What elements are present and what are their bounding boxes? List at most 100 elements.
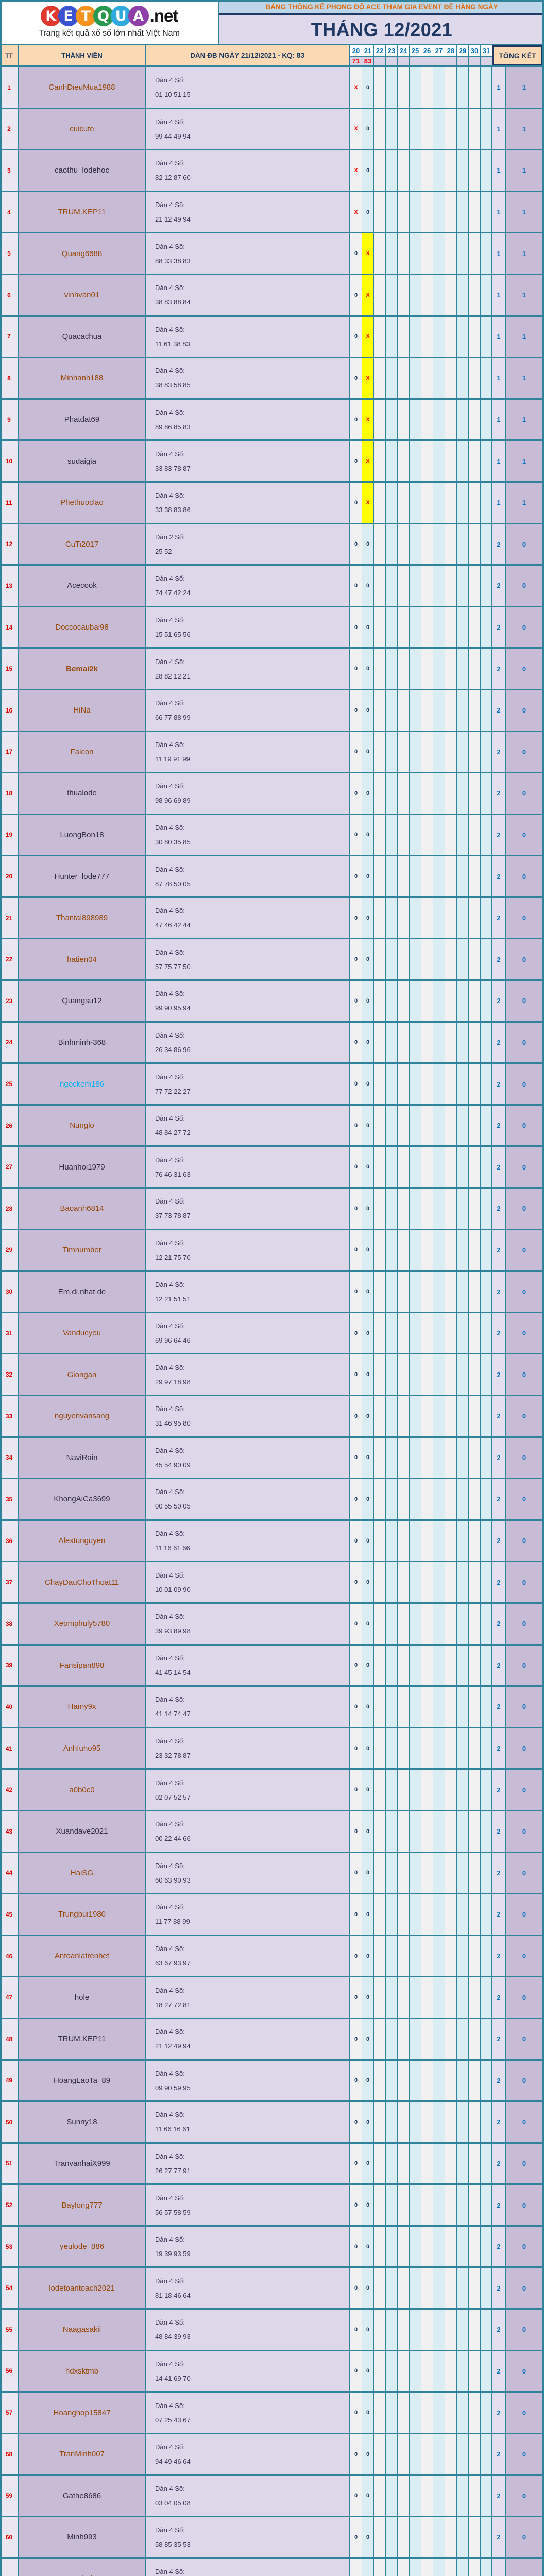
day-cell	[410, 233, 421, 274]
day-cell	[421, 732, 433, 772]
day-cell	[374, 2558, 386, 2576]
day-cell	[386, 2434, 398, 2475]
day-cell	[457, 1770, 469, 1810]
member-row: 13 Acecook Dàn 4 Số: 74 47 42 24 0 0 2 0	[0, 566, 544, 607]
day-cell: 0	[362, 1479, 374, 1519]
day-cell	[410, 67, 421, 108]
total-miss-cell: 2	[492, 524, 506, 565]
miss-mark: 0	[354, 1289, 358, 1295]
day-cell	[421, 607, 433, 648]
day-cell	[445, 773, 457, 814]
miss-mark: 0	[354, 666, 358, 672]
day-cell	[481, 524, 492, 565]
day-cell: 0	[362, 732, 374, 772]
member-name-cell: Phatdat69	[19, 399, 146, 440]
tt-column-header: TT	[0, 45, 19, 65]
total-win-cell: 0	[506, 939, 542, 980]
miss-mark: 0	[366, 1745, 370, 1752]
member-name-cell: LuongBon18	[19, 815, 146, 855]
row-index-cell: 2	[0, 109, 19, 149]
miss-mark: 0	[366, 2036, 370, 2042]
dan-numbers: 39 93 89 98	[155, 1627, 191, 1635]
day-cell	[457, 2476, 469, 2516]
day-cell: X	[362, 316, 374, 357]
day-cell	[398, 1479, 410, 1519]
member-row: 51 TranvanhaiX999 Dàn 4 Số: 26 27 77 91 0 0 2 0	[0, 2143, 544, 2185]
total-win-cell: 0	[506, 2434, 542, 2475]
day-cell	[433, 399, 445, 440]
day-cell: 0	[350, 2434, 362, 2475]
miss-mark: 0	[366, 790, 370, 796]
dan-numbers: 25 52	[155, 547, 172, 555]
day-cell: 0	[350, 1520, 362, 1561]
total-miss-cell: 2	[492, 1811, 506, 1852]
day-cell	[457, 524, 469, 565]
row-index-cell: 22	[0, 939, 19, 980]
dan-numbers: 21 12 49 94	[155, 2042, 191, 2050]
day-cell	[445, 441, 457, 481]
member-name-cell: _HiNa_	[19, 690, 146, 731]
total-miss-cell: 2	[492, 897, 506, 938]
row-index-cell: 52	[0, 2185, 19, 2225]
day-cell	[374, 1230, 386, 1270]
member-row: 39 Fansipan898 Dàn 4 Số: 41 45 14 54 0 0 2 0	[0, 1645, 544, 1687]
miss-mark: 0	[354, 1994, 358, 2001]
day-cell: 0	[350, 1022, 362, 1063]
day-cell	[433, 2143, 445, 2184]
day-cell	[421, 1022, 433, 1063]
day-cell	[421, 1603, 433, 1644]
day-cell	[469, 2268, 481, 2309]
day-cell	[469, 981, 481, 1021]
dan-numbers: 30 80 35 85	[155, 838, 191, 846]
dan-label: Dàn 4 Số:	[155, 1945, 185, 1953]
day-cell	[469, 358, 481, 398]
hit-mark: X	[354, 167, 358, 174]
dan-label: Dàn 4 Số:	[155, 2360, 185, 2368]
dan-numbers: 60 63 90 93	[155, 1876, 191, 1884]
day-cell	[410, 2393, 421, 2433]
day-cell	[445, 1189, 457, 1229]
day-cell	[410, 358, 421, 398]
day-number-label: 29	[457, 45, 468, 57]
day-cell	[374, 399, 386, 440]
row-index-cell: 28	[0, 1189, 19, 1229]
day-cell: 0	[350, 524, 362, 565]
dan-numbers: 74 47 42 24	[155, 589, 191, 597]
dan-numbers: 03 04 05 08	[155, 2499, 191, 2507]
day-cell	[398, 2268, 410, 2309]
day-cell	[374, 233, 386, 274]
day-cell: 0	[362, 2102, 374, 2142]
day-cell	[410, 1853, 421, 1893]
total-win-cell: 0	[506, 2268, 542, 2309]
dan-cell: Dàn 4 Số: 11 77 88 99	[146, 1894, 350, 1935]
total-win-cell: 0	[506, 1894, 542, 1935]
day-cell: 0	[362, 1520, 374, 1561]
miss-mark: 0	[354, 1164, 358, 1171]
day-cell: 0	[350, 1977, 362, 2018]
miss-mark: 0	[366, 624, 370, 631]
day-cell	[421, 690, 433, 731]
day-cell	[469, 2310, 481, 2350]
day-cell	[433, 2185, 445, 2225]
total-win-cell: 0	[506, 2226, 542, 2267]
day-cell	[410, 815, 421, 855]
day-cell	[469, 2060, 481, 2101]
day-cell	[421, 150, 433, 191]
member-row: 19 LuongBon18 Dàn 4 Số: 30 80 35 85 0 0 2 0	[0, 815, 544, 857]
total-win-cell: 0	[506, 649, 542, 689]
day-cell	[374, 150, 386, 191]
total-win-cell: 0	[506, 1811, 542, 1852]
day-cell	[386, 566, 398, 606]
day-cell	[457, 2019, 469, 2059]
day-cell	[410, 109, 421, 149]
day-cell	[410, 1520, 421, 1561]
day-cell	[457, 2351, 469, 2392]
dan-numbers: 23 32 78 87	[155, 1752, 191, 1760]
miss-mark: 0	[366, 1828, 370, 1835]
day-cell: 0	[362, 2558, 374, 2576]
total-win-cell: 0	[506, 1022, 542, 1063]
day-cell	[398, 441, 410, 481]
miss-mark: 0	[354, 1247, 358, 1253]
day-cell	[445, 1811, 457, 1852]
day-cell	[374, 1479, 386, 1519]
